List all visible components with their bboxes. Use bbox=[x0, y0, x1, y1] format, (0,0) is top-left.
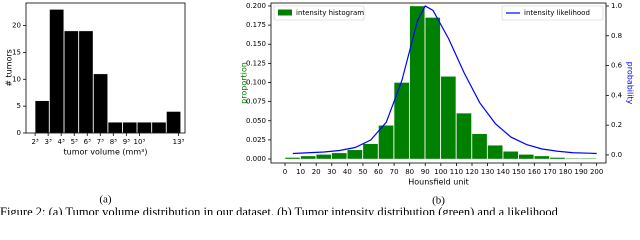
bar bbox=[518, 154, 535, 160]
bar bbox=[378, 125, 394, 160]
bar bbox=[362, 143, 379, 160]
x-tick-label: 110 bbox=[450, 168, 463, 176]
y-tick-label: 0 bbox=[17, 129, 21, 137]
bar bbox=[64, 30, 79, 134]
bar bbox=[122, 122, 138, 134]
x-tick-label: 190 bbox=[574, 168, 587, 176]
bar bbox=[331, 152, 348, 160]
y-tick-label: 0.200 bbox=[246, 2, 266, 10]
likelihood-line bbox=[292, 5, 597, 155]
bar bbox=[534, 155, 550, 160]
y2-tick-label: 0.8 bbox=[611, 32, 622, 40]
y-tick-label: 0.175 bbox=[246, 21, 266, 29]
x-tick-label: 0 bbox=[283, 168, 287, 176]
bar bbox=[93, 73, 108, 134]
x-tick-label: 5³ bbox=[71, 138, 78, 146]
y-tick-label: 10 bbox=[12, 75, 21, 83]
x-tick-label: 10³ bbox=[134, 138, 146, 146]
x-axis-label: tumor volume (mm³) bbox=[64, 148, 148, 157]
y2-tick-label: 0.6 bbox=[611, 62, 623, 70]
bar bbox=[487, 145, 503, 160]
bar bbox=[284, 157, 301, 160]
x-tick-label: 150 bbox=[512, 168, 525, 176]
bar bbox=[166, 111, 181, 134]
x-tick-label: 3³ bbox=[45, 138, 52, 146]
subcaption: (b) bbox=[432, 195, 445, 207]
x-tick-label: 10 bbox=[296, 168, 305, 176]
x-tick-label: 170 bbox=[543, 168, 556, 176]
y-tick-label: 15 bbox=[12, 48, 21, 56]
y2-tick-label: 0.2 bbox=[611, 121, 622, 129]
figure-caption: Figure 2: (a) Tumor volume distribution … bbox=[0, 205, 559, 215]
y-tick-label: 0.125 bbox=[246, 59, 266, 67]
x-tick-label: 160 bbox=[528, 168, 541, 176]
y-tick-label: 0.150 bbox=[246, 40, 266, 48]
bar bbox=[78, 30, 94, 134]
plot-frame bbox=[270, 2, 607, 164]
x-tick-label: 2³ bbox=[31, 138, 38, 146]
bar bbox=[300, 155, 316, 160]
x-tick-label: 80 bbox=[405, 168, 414, 176]
bar bbox=[549, 157, 566, 160]
bar bbox=[49, 9, 64, 134]
x-tick-label: 6³ bbox=[84, 138, 91, 146]
y-tick-label: 0.025 bbox=[246, 136, 266, 144]
x-tick-label: 30 bbox=[327, 168, 336, 176]
bar bbox=[502, 151, 519, 160]
plot-frame bbox=[25, 2, 186, 134]
bar bbox=[565, 158, 581, 160]
subcaption: (a) bbox=[99, 194, 112, 206]
bar bbox=[440, 76, 457, 160]
y-tick-label: 0.000 bbox=[246, 155, 266, 163]
x-tick-label: 180 bbox=[559, 168, 572, 176]
x-tick-label: 130 bbox=[481, 168, 494, 176]
x-tick-label: 60 bbox=[374, 168, 383, 176]
bar bbox=[34, 100, 50, 134]
x-axis-label: Hounsfield unit bbox=[408, 178, 469, 187]
page: {"chart_data": [ {"type": "histogram", "… bbox=[0, 1, 635, 215]
x-tick-label: 9³ bbox=[123, 138, 130, 146]
x-tick-label: 4³ bbox=[58, 138, 65, 146]
y-tick-label: 0.100 bbox=[246, 79, 266, 87]
legend-box bbox=[501, 5, 604, 21]
y2-tick-label: 0.4 bbox=[611, 91, 623, 99]
figure: Figure 2: (a) Tumor volume distribution … bbox=[0, 2, 635, 215]
legend-label: intensity histogram bbox=[296, 9, 364, 17]
bar bbox=[315, 154, 332, 160]
x-tick-label: 200 bbox=[590, 168, 603, 176]
bar bbox=[137, 122, 152, 134]
y-tick-label: 0.050 bbox=[246, 117, 266, 125]
legend-label: intensity likelihood bbox=[524, 9, 590, 17]
x-tick-label: 100 bbox=[434, 168, 447, 176]
y2-tick-label: 0.0 bbox=[611, 151, 622, 159]
bar bbox=[151, 122, 167, 134]
bar bbox=[409, 5, 425, 160]
x-tick-label: 90 bbox=[421, 168, 430, 176]
y-tick-label: 5 bbox=[17, 102, 21, 110]
x-tick-label: 13³ bbox=[173, 138, 185, 146]
legend-box bbox=[273, 5, 365, 21]
x-tick-label: 8³ bbox=[110, 138, 117, 146]
y-tick-label: 0.075 bbox=[246, 98, 266, 106]
bar bbox=[425, 17, 441, 160]
x-tick-label: 7³ bbox=[97, 138, 104, 146]
y2-tick-label: 1.0 bbox=[611, 2, 622, 10]
x-tick-label: 50 bbox=[358, 168, 367, 176]
x-tick-label: 20 bbox=[312, 168, 321, 176]
y-axis-label: proportion bbox=[240, 62, 249, 104]
y-axis-label: # tumors bbox=[5, 49, 14, 87]
bar bbox=[456, 112, 472, 160]
x-tick-label: 140 bbox=[496, 168, 509, 176]
bar bbox=[107, 122, 123, 134]
x-tick-label: 40 bbox=[343, 168, 352, 176]
bar bbox=[471, 133, 488, 160]
x-tick-label: 120 bbox=[465, 168, 478, 176]
bar bbox=[580, 158, 597, 160]
legend-swatch bbox=[278, 9, 292, 16]
y-tick-label: 20 bbox=[12, 22, 21, 30]
bar bbox=[347, 149, 363, 160]
x-tick-label: 70 bbox=[390, 168, 399, 176]
y2-axis-label: probability bbox=[626, 62, 635, 105]
